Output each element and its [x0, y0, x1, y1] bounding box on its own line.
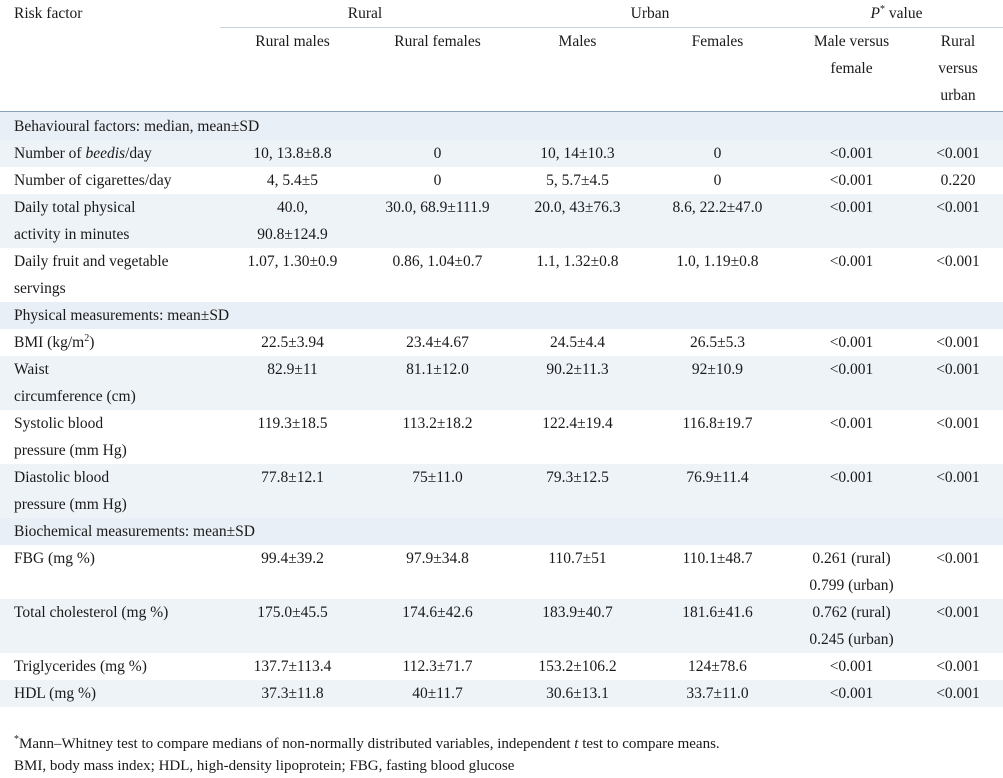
header-urban: Urban [510, 0, 790, 28]
header-females: Females [645, 27, 790, 112]
table-row: Triglycerides (mg %) 137.7±113.4 112.3±7… [14, 658, 980, 675]
table-row: Total cholesterol (mg %) 175.0±45.5 174.… [0, 599, 1003, 653]
header-rural: Rural [220, 0, 510, 28]
section-physical: Physical measurements: mean±SD [0, 302, 1003, 329]
table-row: HDL (mg %) 37.3±11.8 40±11.7 30.6±13.1 3… [0, 680, 1003, 707]
table-row: BMI (kg/m2) 22.5±3.94 23.4±4.67 24.5±4.4… [14, 332, 980, 351]
header-rural-vs-urban: Rural versus urban [913, 27, 1003, 112]
footnote-abbreviations: BMI, body mass index; HDL, high-density … [14, 758, 515, 774]
header-male-vs-female: Male versus female [790, 27, 913, 112]
table-row: Daily total physical activity in minutes … [0, 194, 1003, 248]
header-rural-females: Rural females [365, 27, 510, 112]
table-row: Number of cigarettes/day 4, 5.4±5 0 5, 5… [14, 172, 976, 189]
risk-factor-table: Risk factor Rural Urban P* value Rural m… [0, 0, 1003, 707]
header-risk-factor: Risk factor [14, 5, 83, 22]
table-row: Daily fruit and vegetable servings 1.07, … [14, 253, 980, 297]
table-row: Number of beedis/day 10, 13.8±8.8 0 10, … [0, 140, 1003, 167]
table-row: FBG (mg %) 99.4±39.2 97.9±34.8 110.7±51 … [14, 550, 980, 594]
table-row: Systolic blood pressure (mm Hg) 119.3±18.… [14, 415, 980, 459]
footnote-tests: *Mann–Whitney test to compare medians of… [14, 734, 720, 753]
section-behavioural: Behavioural factors: median, mean±SD [0, 111, 1003, 140]
table-footnotes: *Mann–Whitney test to compare medians of… [14, 733, 995, 777]
header-row-groups: Risk factor Rural Urban P* value [0, 0, 1003, 28]
table-row: Waist circumference (cm) 82.9±11 81.1±12.… [0, 356, 1003, 410]
table-row: Diastolic blood pressure (mm Hg) 77.8±12.… [0, 464, 1003, 518]
section-biochemical: Biochemical measurements: mean±SD [0, 518, 1003, 545]
header-p-value: P* value [790, 0, 1003, 28]
header-males: Males [510, 27, 645, 112]
header-row-columns: Rural males Rural females Males Females … [0, 27, 1003, 112]
header-rural-males: Rural males [220, 27, 365, 112]
